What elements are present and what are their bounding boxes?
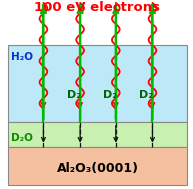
Text: D₂: D₂ [67,90,81,99]
Bar [8,45,187,122]
Bar [8,122,187,147]
Text: H₂O: H₂O [11,52,33,62]
Text: D₂: D₂ [139,90,153,99]
Text: D₂O: D₂O [11,133,33,143]
Text: Al₂O₃(0001): Al₂O₃(0001) [57,162,138,175]
Text: 100 eV electrons: 100 eV electrons [34,1,159,14]
Text: D₂: D₂ [103,90,117,99]
Bar [8,147,187,185]
